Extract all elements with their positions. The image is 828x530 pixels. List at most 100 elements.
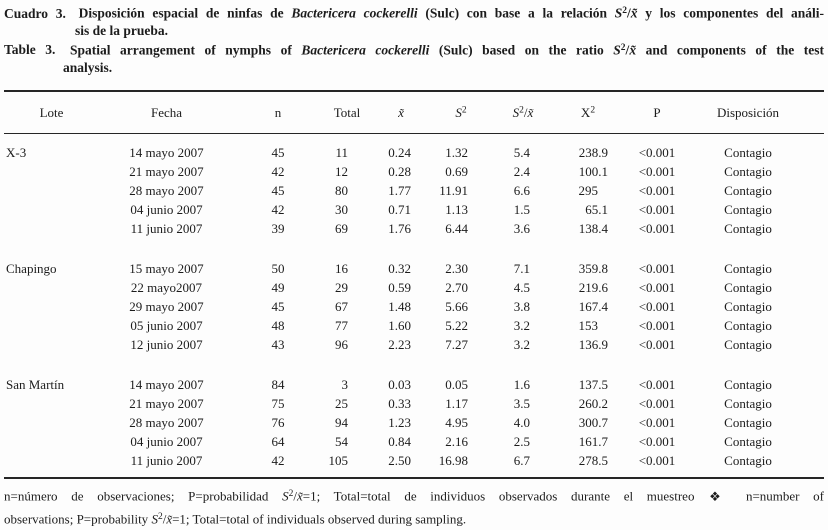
table-row: San Martín 14 mayo 2007 84 3 0.03 0.05 1.6 137.… (4, 375, 824, 394)
cell-total: 12 (335, 164, 348, 179)
text-segment: 2 (461, 105, 467, 115)
cell-n: 39 (271, 221, 285, 236)
cell-n: 48 (271, 318, 285, 333)
data-table: Lote Fecha n Total x̃ S2 S2/x̃ X2 P Disposición X… (4, 90, 824, 479)
cell-lote (4, 316, 99, 335)
cell-p: <0.001 (638, 415, 676, 430)
group-spacer (4, 354, 824, 375)
text-segment: P (653, 104, 661, 120)
cell-mean: 0.33 (388, 396, 411, 411)
cell-p: <0.001 (638, 434, 676, 449)
text-segment: x̃ (166, 511, 173, 527)
text-segment: Cuadro 3. (4, 5, 66, 21)
cell-n: 42 (271, 202, 285, 217)
cell-lote (4, 394, 99, 413)
cell-lote (4, 162, 99, 181)
col-header-fecha: Fecha (99, 91, 234, 134)
cell-fecha: 12 junio 2007 (130, 337, 203, 352)
text-segment: Lote (39, 104, 64, 120)
text-segment: Total (333, 104, 361, 120)
cell-x2: 100.1 (578, 164, 608, 179)
cell-disp: Contagio (724, 377, 772, 392)
text-segment: observations; P=probability (4, 511, 152, 527)
cell-fecha: 15 mayo 2007 (129, 261, 204, 276)
cell-mean: 1.76 (388, 221, 411, 236)
text-segment: S (614, 5, 623, 21)
cell-n: 64 (271, 434, 285, 449)
cell-x2: 137.5 (578, 377, 608, 392)
cell-mean: 0.24 (388, 145, 411, 160)
caption-english-line1: Table 3. Spatial arrangement of nymphs o… (4, 40, 824, 59)
col-header-disp: Disposición (692, 91, 824, 134)
cell-ratio: 3.6 (513, 221, 530, 236)
cell-total: 3 (341, 377, 349, 392)
text-segment: S (512, 104, 520, 120)
text-segment: 2 (590, 105, 596, 115)
text-segment: / (293, 488, 297, 504)
col-header-p: P (622, 91, 692, 134)
cell-disp: Contagio (724, 396, 772, 411)
text-segment: S (613, 42, 621, 57)
text-segment: n (274, 104, 282, 120)
cell-s2: 0.69 (445, 164, 468, 179)
table-row: X-3 14 mayo 2007 45 11 0.24 1.32 5.4 238.9 <0.00… (4, 143, 824, 162)
cell-s2: 6.44 (445, 221, 468, 236)
col-header-lote: Lote (4, 91, 99, 134)
cell-ratio: 4.0 (513, 415, 530, 430)
cell-lote (4, 451, 99, 470)
cell-disp: Contagio (724, 434, 772, 449)
table-row: 21 mayo 2007 42 12 0.28 0.69 2.4 100.1 <0.001 Co… (4, 162, 824, 181)
cell-p: <0.001 (638, 318, 676, 333)
col-header-n: n (234, 91, 322, 134)
cell-mean: 1.60 (388, 318, 411, 333)
cell-n: 76 (271, 415, 285, 430)
text-segment: / (625, 42, 630, 57)
cell-s2: 1.17 (445, 396, 468, 411)
cell-mean: 0.84 (388, 434, 411, 449)
table-row: 28 mayo 2007 45 80 1.77 11.91 6.6 295 <0.001 Con… (4, 181, 824, 200)
cell-x2: 300.7 (578, 415, 608, 430)
text-segment: 2 (622, 6, 628, 16)
cell-n: 49 (271, 280, 285, 295)
caption-spanish-line1: Cuadro 3. Disposición espacial de ninfas… (4, 3, 824, 22)
cell-n: 45 (271, 183, 285, 198)
cell-x2: 65.1 (585, 202, 608, 217)
cell-total: 25 (335, 396, 348, 411)
cell-lote (4, 335, 99, 354)
cell-s2: 5.66 (445, 299, 468, 314)
cell-p: <0.001 (638, 202, 676, 217)
cell-disp: Contagio (724, 261, 772, 276)
cell-mean: 0.71 (388, 202, 411, 217)
table-header-row: Lote Fecha n Total x̃ S2 S2/x̃ X2 P Disposición (4, 91, 824, 134)
cell-fecha: 29 mayo 2007 (129, 299, 204, 314)
cell-lote (4, 200, 99, 219)
cell-disp: Contagio (724, 415, 772, 430)
text-segment: ❖ (709, 488, 732, 504)
table-bottom-padding (4, 470, 824, 478)
cell-ratio: 2.4 (513, 164, 530, 179)
cell-fecha: 28 mayo 2007 (129, 415, 204, 430)
cell-s2: 7.27 (445, 337, 468, 352)
cell-p: <0.001 (638, 396, 676, 411)
cell-fecha: 14 mayo 2007 (129, 377, 204, 392)
cell-ratio: 1.6 (513, 377, 530, 392)
text-segment: x̃ (296, 488, 303, 504)
text-segment: S (455, 104, 462, 120)
cell-total: 80 (335, 183, 348, 198)
caption-english-line2: analysis. (63, 59, 113, 75)
cell-ratio: 3.2 (513, 337, 530, 352)
table-body: X-3 14 mayo 2007 45 11 0.24 1.32 5.4 238.9 <0.00… (4, 134, 824, 479)
cell-s2: 1.32 (445, 145, 468, 160)
caption-spanish-line2: sis de la prueba. (75, 23, 169, 38)
cell-total: 77 (335, 318, 348, 333)
cell-lote (4, 219, 99, 238)
cell-disp: Contagio (724, 164, 772, 179)
cell-ratio: 3.2 (513, 318, 530, 333)
col-header-total: Total (322, 91, 372, 134)
cell-fecha: 05 junio 2007 (130, 318, 203, 333)
cell-s2: 16.98 (438, 453, 468, 468)
text-segment: (Sulc) con base a la relación (417, 5, 615, 21)
cell-lote: Chapingo (6, 261, 57, 276)
cell-x2: 238.9 (578, 145, 608, 160)
cell-n: 45 (271, 299, 285, 314)
